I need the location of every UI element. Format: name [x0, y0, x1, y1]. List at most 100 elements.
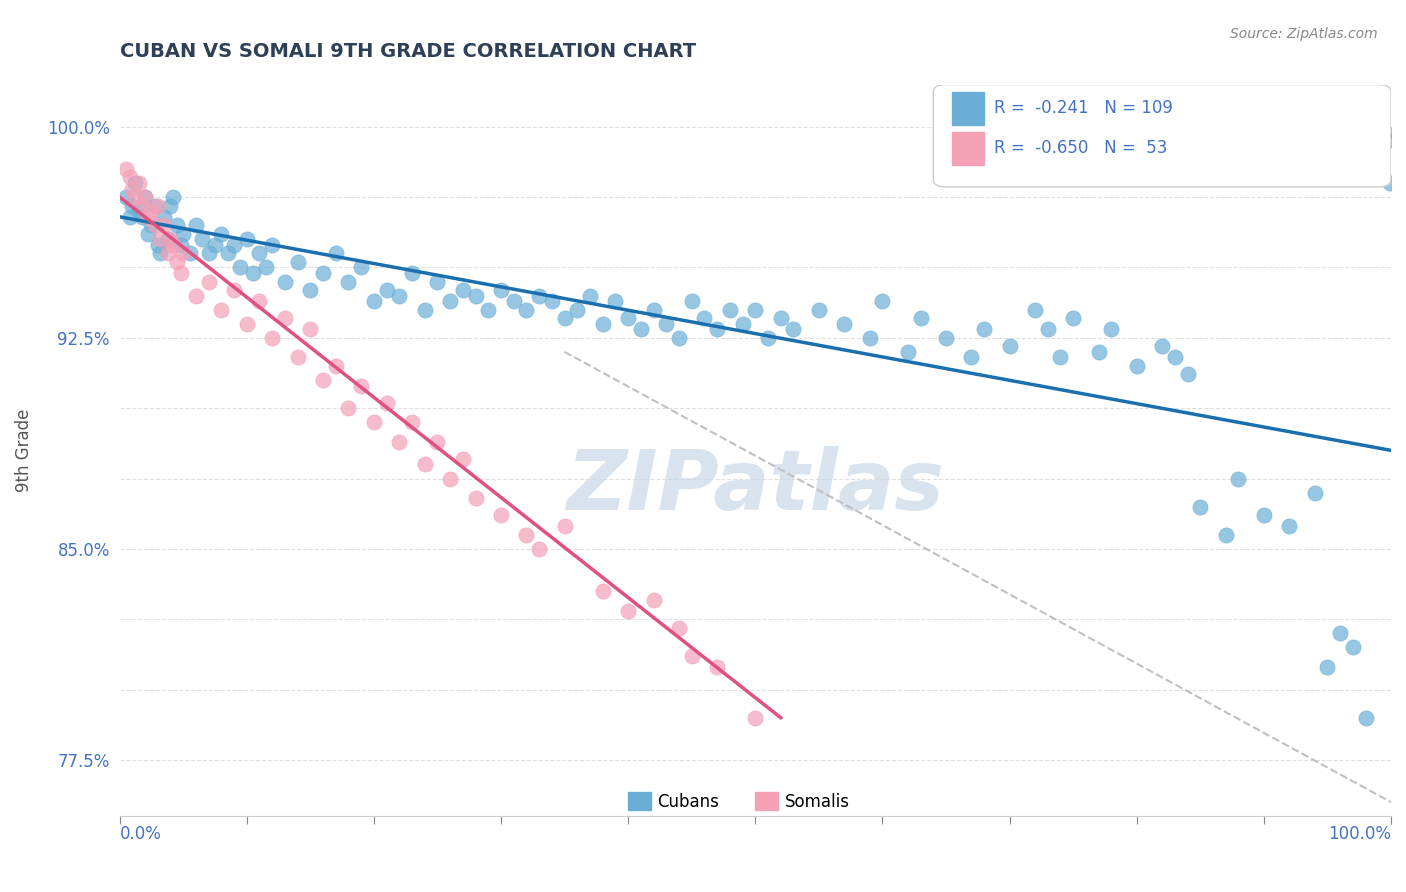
Point	[159, 232, 181, 246]
Point	[363, 294, 385, 309]
Point	[718, 302, 741, 317]
Point	[143, 198, 166, 212]
Point	[235, 317, 257, 331]
Point	[1099, 322, 1122, 336]
Point	[897, 344, 920, 359]
Point	[337, 275, 360, 289]
Point	[1062, 311, 1084, 326]
Point	[567, 302, 589, 317]
Point	[124, 176, 146, 190]
Point	[222, 238, 245, 252]
Point	[222, 283, 245, 297]
Point	[204, 238, 226, 252]
Point	[162, 238, 184, 252]
Point	[1189, 500, 1212, 514]
Point	[274, 275, 297, 289]
Point	[156, 246, 179, 260]
Text: 100.0%: 100.0%	[1329, 825, 1391, 843]
Point	[149, 246, 172, 260]
Point	[134, 190, 156, 204]
Point	[832, 317, 855, 331]
Bar	[952, 92, 984, 125]
Point	[134, 190, 156, 204]
Point	[769, 311, 792, 326]
Point	[527, 288, 550, 302]
Point	[312, 373, 335, 387]
Point	[681, 648, 703, 663]
Point	[388, 434, 411, 449]
Point	[910, 311, 932, 326]
Point	[153, 210, 176, 224]
Bar	[952, 132, 984, 165]
Point	[209, 227, 232, 241]
Text: Somalis: Somalis	[785, 793, 849, 811]
Point	[630, 322, 652, 336]
Point	[668, 331, 690, 345]
Point	[262, 331, 284, 345]
Bar	[628, 792, 651, 810]
Point	[128, 176, 150, 190]
Point	[1227, 471, 1250, 485]
Text: Source: ZipAtlas.com: Source: ZipAtlas.com	[1230, 27, 1378, 41]
Point	[1376, 134, 1399, 148]
Point	[172, 246, 194, 260]
Point	[166, 219, 188, 233]
Point	[191, 232, 214, 246]
Point	[1087, 344, 1109, 359]
Point	[249, 294, 271, 309]
Point	[179, 246, 201, 260]
Point	[153, 219, 176, 233]
Point	[118, 170, 141, 185]
Point	[541, 294, 564, 309]
Point	[1177, 368, 1199, 382]
Point	[807, 302, 830, 317]
Point	[1329, 626, 1351, 640]
Point	[143, 219, 166, 233]
Point	[1164, 351, 1187, 365]
Point	[287, 351, 309, 365]
Text: Cubans: Cubans	[658, 793, 720, 811]
Point	[388, 288, 411, 302]
Point	[744, 302, 766, 317]
Point	[464, 491, 486, 506]
Point	[1378, 176, 1400, 190]
Point	[146, 198, 169, 212]
Point	[209, 302, 232, 317]
Point	[146, 238, 169, 252]
Point	[1341, 640, 1364, 655]
Point	[617, 311, 640, 326]
Point	[681, 294, 703, 309]
Text: R =  -0.650   N =  53: R = -0.650 N = 53	[994, 139, 1168, 157]
Point	[162, 190, 184, 204]
Point	[413, 302, 436, 317]
Point	[131, 210, 153, 224]
Point	[156, 232, 179, 246]
Point	[1049, 351, 1071, 365]
Point	[592, 584, 614, 599]
Point	[426, 275, 449, 289]
Point	[973, 322, 995, 336]
Point	[706, 660, 728, 674]
Point	[184, 219, 207, 233]
Point	[262, 238, 284, 252]
Point	[706, 322, 728, 336]
Point	[159, 198, 181, 212]
Point	[375, 283, 398, 297]
Point	[287, 255, 309, 269]
Point	[121, 181, 143, 195]
Point	[489, 508, 512, 522]
FancyBboxPatch shape	[934, 85, 1391, 187]
Point	[337, 401, 360, 416]
Point	[605, 294, 627, 309]
Point	[1024, 302, 1046, 317]
Point	[1152, 339, 1174, 353]
Point	[1278, 519, 1301, 533]
Point	[643, 302, 665, 317]
Point	[1125, 359, 1147, 373]
Point	[515, 302, 537, 317]
Point	[350, 378, 373, 392]
Point	[249, 246, 271, 260]
Point	[299, 322, 322, 336]
Point	[655, 317, 678, 331]
Point	[118, 210, 141, 224]
